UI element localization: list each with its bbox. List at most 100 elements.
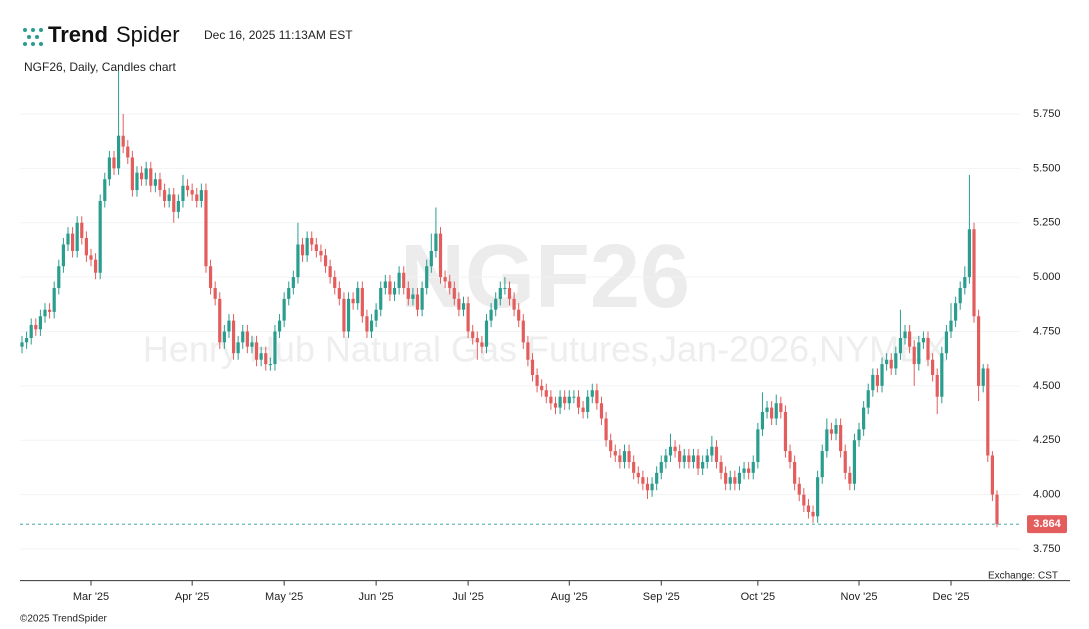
candle-body: [484, 320, 489, 347]
candle-body: [397, 272, 401, 288]
candle-body: [342, 298, 346, 332]
candle-body: [195, 194, 199, 201]
brand-bold: Trend: [48, 22, 108, 47]
candle-body: [236, 342, 240, 354]
candle-body: [103, 179, 107, 201]
candle-body: [153, 179, 157, 186]
candle-body: [765, 407, 769, 412]
candle-body: [333, 277, 337, 288]
candle-body: [121, 135, 125, 147]
candle-body: [328, 266, 332, 278]
candle-body: [351, 298, 355, 304]
candle-body: [627, 451, 631, 462]
candle-body: [788, 451, 792, 462]
candle-body: [521, 320, 525, 343]
y-tick-label: 4.000: [1033, 489, 1061, 501]
candle-body: [392, 287, 397, 295]
candle-body: [176, 200, 180, 212]
candle-body: [84, 237, 88, 256]
candle-body: [553, 403, 558, 408]
candle-body: [273, 331, 277, 365]
x-tick-label: Mar '25: [73, 591, 109, 603]
candle-body: [337, 287, 341, 299]
candle-body: [379, 287, 383, 310]
candle-body: [29, 324, 33, 338]
candle-body: [931, 359, 935, 375]
candle-body: [954, 303, 958, 321]
candle-body: [595, 390, 599, 404]
candle-body: [287, 287, 291, 299]
candle-body: [908, 331, 912, 347]
candle-body: [678, 451, 682, 462]
candle-body: [889, 359, 893, 369]
x-tick-label: Oct '25: [741, 591, 776, 603]
candle-body: [356, 287, 360, 304]
candle-body: [986, 368, 990, 456]
candle-body: [650, 483, 654, 491]
candle-body: [949, 320, 953, 332]
candle-body: [158, 179, 162, 191]
candle-body: [498, 287, 502, 299]
candle-body: [898, 338, 903, 354]
candle-body: [834, 425, 838, 434]
candle-body: [57, 266, 61, 288]
candle-body: [894, 353, 898, 369]
y-tick-label: 5.000: [1033, 271, 1061, 283]
candle-body: [581, 407, 585, 412]
exchange-note: Exchange: CST: [988, 571, 1058, 582]
candle-body: [172, 194, 176, 212]
candle-body: [360, 287, 364, 317]
candle-body: [618, 455, 622, 462]
candle-body: [687, 455, 691, 462]
candle-body: [231, 320, 236, 354]
candle-body: [38, 316, 42, 330]
candle-body: [972, 229, 976, 317]
candle-body: [797, 483, 801, 495]
candle-body: [452, 287, 456, 299]
candle-body: [880, 364, 884, 386]
candle-body: [673, 446, 677, 452]
candle-body: [921, 338, 926, 343]
candle-body: [89, 255, 93, 260]
candle-body: [241, 331, 245, 343]
candle-body: [903, 331, 907, 338]
candle-body: [940, 353, 944, 397]
candle-body: [34, 324, 38, 330]
candle-body: [811, 512, 815, 517]
candle-body: [958, 287, 962, 304]
candle-body: [448, 281, 452, 288]
x-tick-label: Apr '25: [175, 591, 210, 603]
candle-body: [710, 446, 714, 456]
candle-body: [259, 353, 263, 360]
y-tick-label: 3.750: [1033, 543, 1061, 555]
candle-body: [645, 483, 650, 491]
chart-title: NGF26, Daily, Candles chart: [24, 60, 177, 74]
candle-body: [310, 237, 314, 245]
candle-body: [622, 451, 627, 462]
candle-body: [323, 255, 328, 267]
candle-body: [829, 429, 834, 434]
candle-body: [480, 342, 484, 347]
candle-body: [291, 277, 295, 288]
candle-body: [636, 472, 640, 478]
candle-body: [806, 505, 811, 512]
candle-body: [917, 342, 921, 365]
candle-body: [526, 342, 530, 360]
candle-body: [406, 287, 410, 299]
candle-body: [756, 429, 760, 462]
candle-body: [871, 374, 875, 391]
y-tick-label: 4.750: [1033, 325, 1061, 337]
candle-body: [728, 477, 732, 484]
candle-body: [857, 429, 861, 441]
candle-body: [613, 451, 617, 456]
candle-body: [66, 233, 70, 245]
candle-body: [369, 320, 374, 332]
candle-body: [599, 403, 604, 419]
candle-body: [747, 468, 751, 473]
candle-body: [264, 353, 268, 365]
candle-body: [507, 287, 512, 299]
candle-body: [733, 477, 737, 484]
candle-body: [443, 277, 447, 282]
candle-body: [300, 244, 305, 256]
